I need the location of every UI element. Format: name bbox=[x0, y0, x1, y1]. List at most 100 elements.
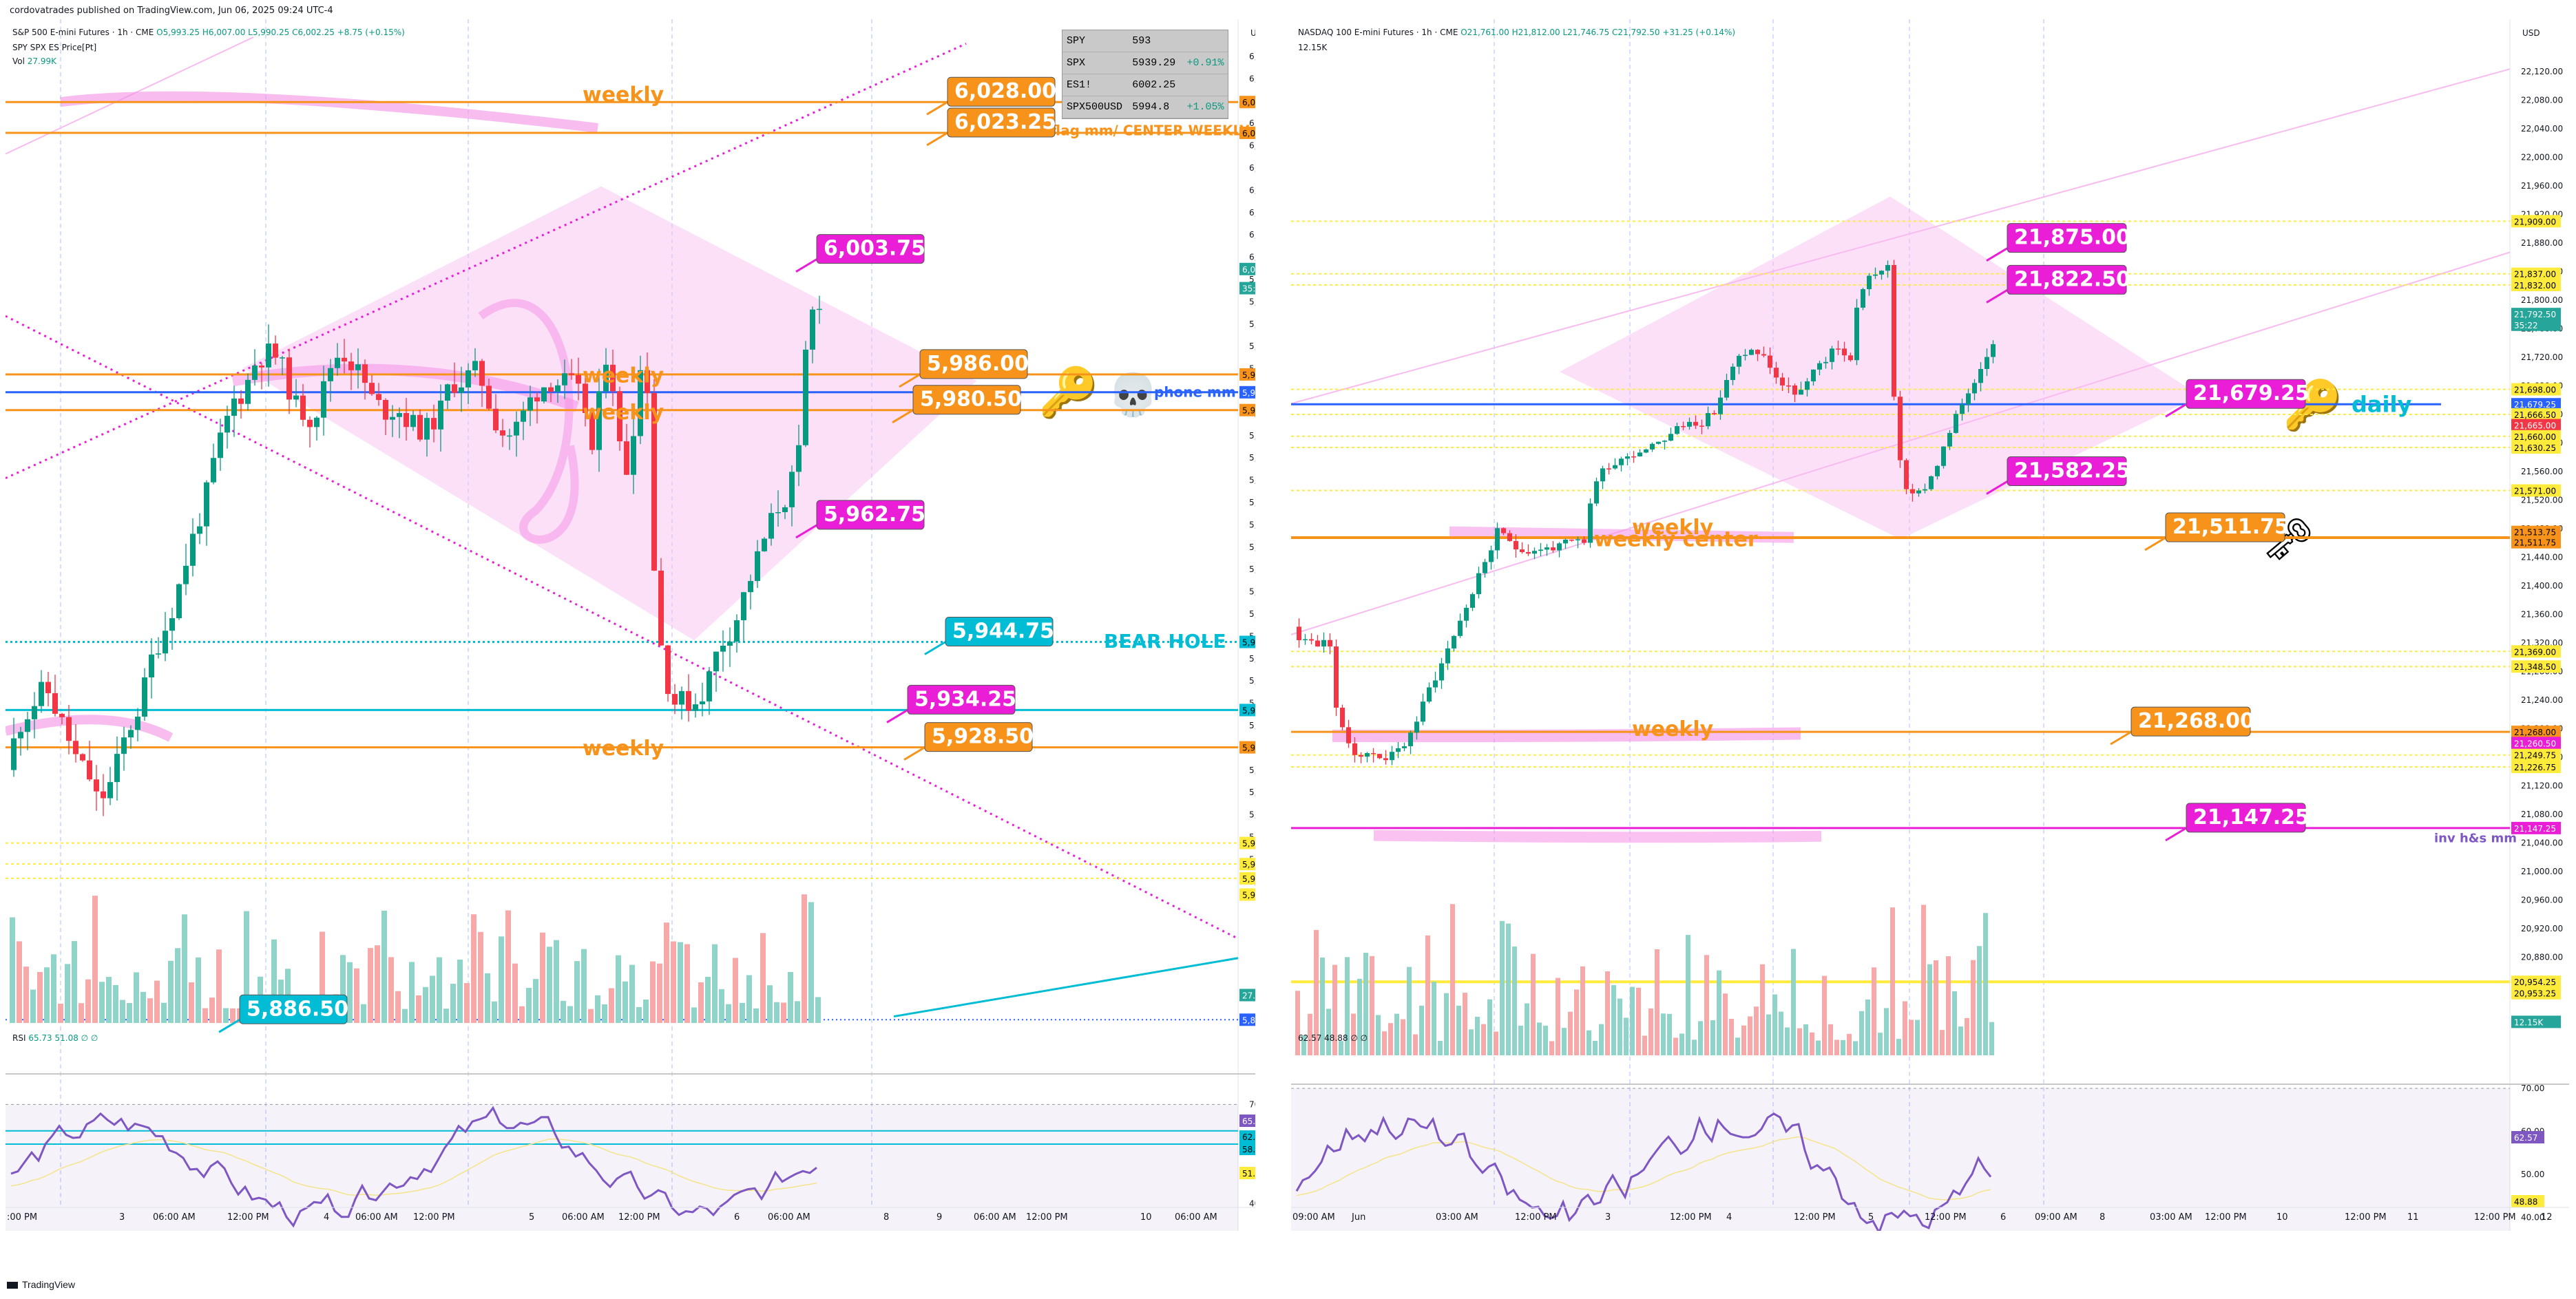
price-callout-label: 21,822.50 bbox=[2014, 267, 2130, 291]
price-callout[interactable] bbox=[945, 617, 1054, 647]
price-callout[interactable] bbox=[2007, 456, 2127, 486]
volume-bar bbox=[547, 947, 552, 1023]
price-callout-label: 21,875.00 bbox=[2014, 226, 2130, 250]
volume-bar bbox=[175, 948, 180, 1023]
volume-bar bbox=[802, 894, 807, 1023]
watchlist-price: 5939.29 bbox=[1132, 57, 1176, 69]
candle-body bbox=[624, 441, 629, 475]
rsi-badge-label: 51.08 bbox=[1242, 1169, 1255, 1179]
candle-body bbox=[1879, 271, 1884, 275]
candle-body bbox=[94, 779, 99, 792]
axis-price-badge bbox=[1239, 635, 1255, 648]
candle-body bbox=[569, 373, 574, 375]
candle-body bbox=[1718, 397, 1723, 414]
watchlist-table[interactable]: SPY 593 SPX 5939.29 +0.91% ES1! 6002.25 SPX500U… bbox=[1062, 30, 1228, 119]
watchlist-row[interactable]: SPX500USD 5994.8 +1.05% bbox=[1062, 96, 1228, 118]
price-callout[interactable] bbox=[2130, 706, 2251, 737]
volume-bar bbox=[1884, 1008, 1889, 1055]
volume-bar bbox=[1593, 1040, 1598, 1055]
candle-body bbox=[438, 400, 443, 430]
volume-bar bbox=[678, 942, 683, 1023]
candle-body bbox=[1346, 727, 1351, 743]
watchlist-row[interactable]: ES1! 6002.25 bbox=[1062, 74, 1228, 96]
price-callout[interactable] bbox=[924, 722, 1033, 752]
candle-body bbox=[1452, 635, 1456, 648]
price-callout[interactable] bbox=[2186, 379, 2306, 409]
volume-bar bbox=[1692, 1039, 1697, 1055]
candle-body bbox=[1848, 355, 1853, 361]
date-tick: 12:00 PM bbox=[1026, 1212, 1068, 1223]
volume-bar bbox=[1909, 1020, 1914, 1055]
date-tick: 5 bbox=[529, 1212, 534, 1223]
volume-bar bbox=[1326, 1008, 1331, 1055]
price-tick: 21,400.00 bbox=[2521, 581, 2563, 591]
candle-body bbox=[1941, 446, 1946, 466]
watchlist-row[interactable]: SPX 5939.29 +0.91% bbox=[1062, 52, 1228, 74]
candle-body bbox=[1439, 663, 1444, 681]
price-callout[interactable] bbox=[919, 349, 1028, 379]
price-callout[interactable] bbox=[907, 684, 1016, 715]
candle-body bbox=[493, 408, 499, 431]
volume-bar bbox=[1766, 1014, 1771, 1055]
watchlist-row[interactable]: SPY 593 bbox=[1062, 30, 1228, 52]
axis-price-badge-label: 21,348.50 bbox=[2514, 662, 2556, 672]
axis-price-badge-label: 21,666.50 bbox=[2514, 410, 2556, 420]
price-callout[interactable] bbox=[912, 385, 1021, 415]
left-chart-canvas[interactable]: USD 6,036.00 6,032.00 6,028.00 6,024.00 6,020… bbox=[6, 19, 1255, 1231]
price-callout-label: 6,023.25 bbox=[954, 110, 1056, 134]
volume-bar bbox=[1556, 978, 1560, 1055]
price-callout[interactable] bbox=[2186, 803, 2306, 833]
candle-body bbox=[1910, 489, 1915, 494]
price-callout[interactable] bbox=[2165, 512, 2285, 542]
candle-body bbox=[1885, 264, 1890, 271]
candle-body bbox=[713, 651, 719, 672]
volume-bar bbox=[1413, 1034, 1418, 1055]
candle-body bbox=[1755, 350, 1760, 355]
volume-bar bbox=[361, 1004, 366, 1023]
left-chart-panel[interactable]: USD 6,036.00 6,032.00 6,028.00 6,024.00 6,020… bbox=[6, 19, 1255, 1231]
volume-bar bbox=[753, 1008, 759, 1023]
price-tick: 5,948.00 bbox=[1249, 542, 1255, 552]
candle-body bbox=[1315, 640, 1320, 647]
annotation-text: weekly bbox=[1632, 516, 1714, 540]
price-callout[interactable] bbox=[239, 994, 348, 1024]
axis-price-badge-label: 5,986.00 bbox=[1242, 370, 1255, 380]
right-chart-panel[interactable]: USD 22,120.00 22,080.00 22,040.00 22,000.00 2… bbox=[1291, 19, 2569, 1231]
axis-price-badge bbox=[1239, 989, 1255, 1002]
price-callout[interactable] bbox=[816, 234, 925, 264]
candle-body bbox=[548, 387, 554, 392]
volume-bar bbox=[120, 1000, 125, 1023]
candle-body bbox=[720, 646, 726, 652]
candle-body bbox=[1303, 639, 1308, 641]
right-chart-canvas[interactable]: USD 22,120.00 22,080.00 22,040.00 22,000.00 2… bbox=[1291, 19, 2569, 1231]
price-callout[interactable] bbox=[947, 76, 1056, 107]
price-callout[interactable] bbox=[2007, 223, 2127, 253]
candle-body bbox=[1916, 490, 1921, 494]
axis-price-badge-label: 21,698.00 bbox=[2514, 386, 2556, 395]
trend-line bbox=[6, 43, 967, 479]
axis-price-badge bbox=[2511, 975, 2561, 989]
volume-bar bbox=[1345, 957, 1350, 1055]
volume-bar bbox=[134, 972, 139, 1023]
callout-pointer bbox=[886, 709, 908, 724]
date-tick: 06:00 AM bbox=[1175, 1212, 1217, 1223]
candle-body bbox=[706, 671, 712, 701]
volume-bar bbox=[1803, 1024, 1808, 1055]
volume-bar bbox=[609, 988, 614, 1023]
price-callout[interactable] bbox=[816, 500, 925, 530]
right-rsi-values: 62.57 48.88 ∅ ∅ bbox=[1298, 1033, 1368, 1043]
callout-pointer bbox=[892, 409, 914, 423]
volume-bar bbox=[1878, 1033, 1883, 1055]
volume-bar bbox=[464, 983, 470, 1023]
price-callout[interactable] bbox=[947, 107, 1056, 138]
volume-bar bbox=[1958, 1026, 1963, 1055]
volume-bar bbox=[30, 989, 36, 1023]
annotation-text: weekly bbox=[583, 363, 664, 388]
candle-body bbox=[610, 364, 616, 392]
axis-price-badge bbox=[2511, 645, 2561, 658]
axis-price-badge bbox=[2511, 441, 2561, 454]
axis-price-badge bbox=[2511, 761, 2561, 774]
candle-body bbox=[486, 386, 492, 409]
price-callout[interactable] bbox=[2007, 264, 2127, 295]
axis-price-badge bbox=[2511, 1015, 2561, 1028]
